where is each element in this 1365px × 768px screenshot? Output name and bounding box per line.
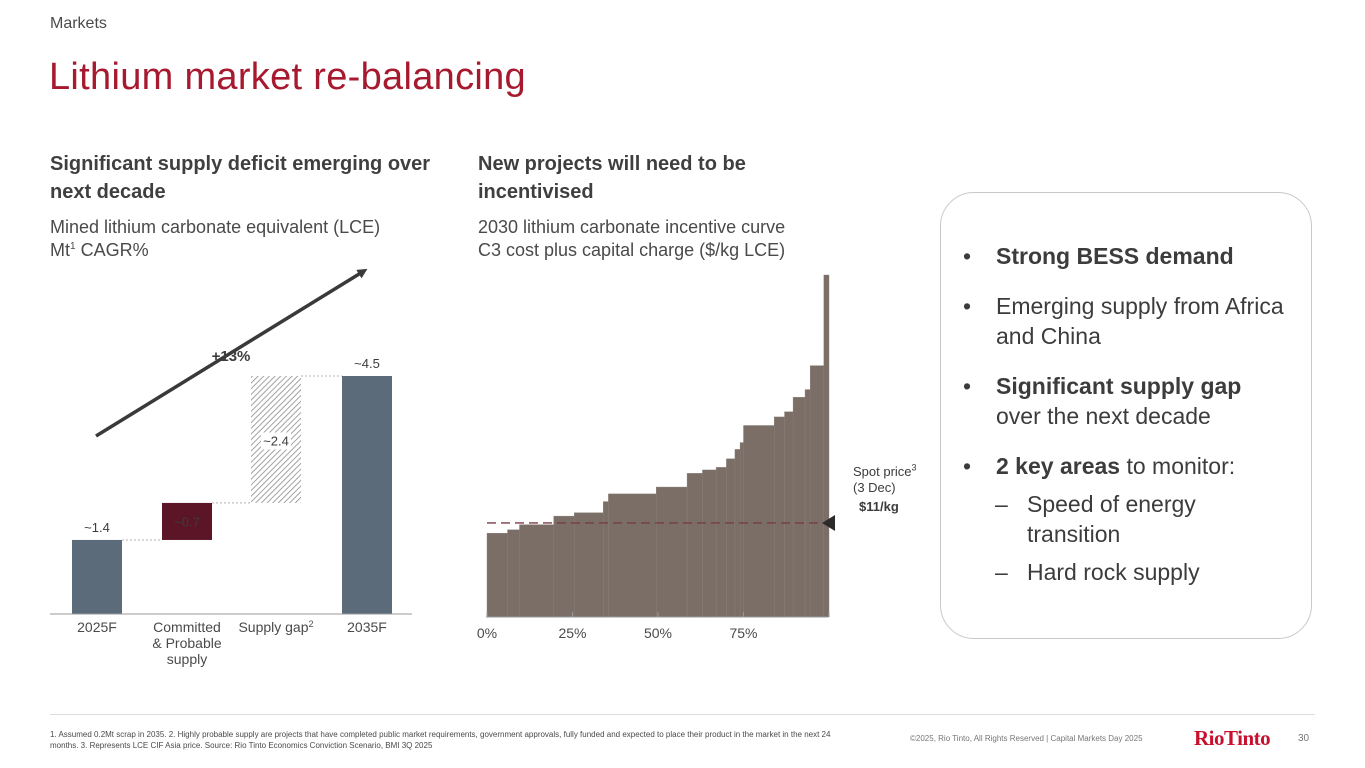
key-point-3-bold: Significant supply gap [996, 373, 1242, 399]
spot-price-note: Spot price3 (3 Dec) [853, 462, 917, 496]
incentive-x-tick-label: 25% [558, 625, 586, 641]
incentive-subtitle-line2: C3 cost plus capital charge ($/kg LCE) [478, 240, 786, 260]
waterfall-value-label: ~0.7 [174, 514, 200, 529]
spot-price-value: $11/kg [859, 499, 899, 514]
key-point-3: • Significant supply gap over the next de… [941, 371, 1311, 431]
key-area-1: – Speed of energy transition [941, 489, 1311, 549]
waterfall-subtitle-line1: Mined lithium carbonate equivalent (LCE) [50, 217, 381, 237]
incentive-step-8 [656, 486, 688, 618]
waterfall-value-label: ~2.4 [263, 433, 289, 448]
waterfall-unit-footnote: 1 [70, 241, 76, 252]
incentive-curve-chart: 0% 25% 50% 75% [477, 274, 835, 641]
incentive-step-2 [507, 529, 520, 618]
spot-price-label: Spot price [853, 464, 912, 479]
incentive-heading: New projects will need to be incentivise… [478, 153, 746, 203]
key-area-2: – Hard rock supply [941, 557, 1311, 587]
key-point-4: • 2 key areas to monitor: [941, 451, 1311, 481]
page-title: Lithium market re-balancing [49, 56, 526, 98]
waterfall-category-label: supply [167, 651, 207, 667]
rio-tinto-logo: RioTinto [1194, 726, 1271, 750]
cagr-label: +13% [212, 348, 251, 365]
spot-price-date: (3 Dec) [853, 480, 896, 495]
waterfall-category-label: Supply gap2 [238, 619, 313, 635]
incentive-step-17 [784, 411, 794, 618]
key-point-1: • Strong BESS demand [941, 241, 1311, 271]
incentive-subtitle: 2030 lithium carbonate incentive curve C… [478, 216, 878, 262]
waterfall-value-label: ~4.5 [354, 356, 380, 371]
dash-icon: – [995, 559, 1008, 585]
incentive-step-21 [823, 274, 830, 618]
waterfall-bar-1 [72, 539, 122, 614]
key-point-4-bold: 2 key areas [996, 453, 1121, 479]
waterfall-category-label: 2025F [77, 619, 117, 635]
key-point-3-text: over the next decade [996, 403, 1211, 429]
copyright: ©2025, Rio Tinto, All Rights Reserved | … [910, 734, 1143, 743]
bullet-icon: • [963, 293, 972, 319]
waterfall-category-label: & Probable [152, 635, 221, 651]
incentive-step-7 [608, 493, 657, 618]
key-area-1-text: Speed of energy transition [1027, 491, 1196, 547]
waterfall-bar-2 [162, 502, 212, 540]
waterfall-subtitle-line2: Mt1 CAGR% [50, 239, 450, 262]
category-footnote: 2 [309, 619, 314, 629]
key-point-1-bold: Strong BESS demand [996, 243, 1234, 269]
key-points-callout: • Strong BESS demand • Emerging supply fro… [940, 192, 1312, 639]
waterfall-bar-4 [342, 376, 392, 614]
waterfall-subtitle: Mined lithium carbonate equivalent (LCE)… [50, 216, 450, 262]
incentive-x-tick-label: 75% [729, 625, 757, 641]
waterfall-value-label: ~1.4 [84, 520, 110, 535]
key-points-list: • Strong BESS demand • Emerging supply fro… [941, 241, 1311, 607]
incentive-step-19 [804, 389, 811, 618]
incentive-step-12 [726, 458, 736, 618]
spot-price-footnote: 3 [911, 462, 917, 473]
waterfall-category-label: 2035F [347, 619, 387, 635]
waterfall-unit: Mt [50, 240, 70, 260]
incentive-step-16 [774, 416, 785, 618]
incentive-step-18 [792, 397, 806, 618]
incentive-subtitle-line1: 2030 lithium carbonate incentive curve [478, 217, 786, 237]
incentive-step-4 [553, 515, 575, 618]
key-area-2-text: Hard rock supply [1027, 559, 1200, 585]
incentive-step-9 [686, 473, 703, 618]
waterfall-heading: Significant supply deficit emerging over… [50, 153, 431, 203]
incentive-step-14 [739, 442, 744, 618]
spot-price-marker-icon [822, 514, 835, 531]
bullet-icon: • [963, 373, 972, 399]
incentive-step-5 [574, 512, 604, 618]
key-point-2-text: Emerging supply from Africa and China [996, 293, 1284, 349]
incentive-x-tick-label: 0% [477, 625, 497, 641]
value-label-background [261, 432, 291, 450]
page-number: 30 [1298, 733, 1310, 744]
incentive-step-11 [715, 467, 727, 618]
incentive-step-6 [603, 501, 609, 618]
waterfall-category-label: Committed [153, 619, 221, 635]
incentive-x-tick-label: 50% [644, 625, 672, 641]
waterfall-cagr-text: CAGR% [75, 240, 149, 260]
dash-icon: – [995, 491, 1008, 517]
footnote: 1. Assumed 0.2Mt scrap in 2035. 2. Highl… [50, 730, 831, 750]
key-point-2: • Emerging supply from Africa and China [941, 291, 1311, 351]
incentive-step-13 [734, 449, 741, 618]
incentive-step-3 [519, 524, 554, 618]
cagr-arrow [95, 268, 368, 438]
key-point-4-text: to monitor: [1120, 453, 1236, 479]
incentive-step-15 [743, 425, 775, 618]
incentive-step-1 [486, 533, 508, 618]
bullet-icon: • [963, 453, 972, 479]
footer-divider [50, 714, 1315, 715]
bullet-icon: • [963, 243, 972, 269]
incentive-step-20 [809, 365, 825, 618]
section-label: Markets [50, 15, 107, 32]
waterfall-chart: ~1.4 ~0.7 ~2.4 ~4.5 2025F Committed& Probabl… [50, 268, 412, 667]
incentive-step-10 [702, 469, 717, 618]
